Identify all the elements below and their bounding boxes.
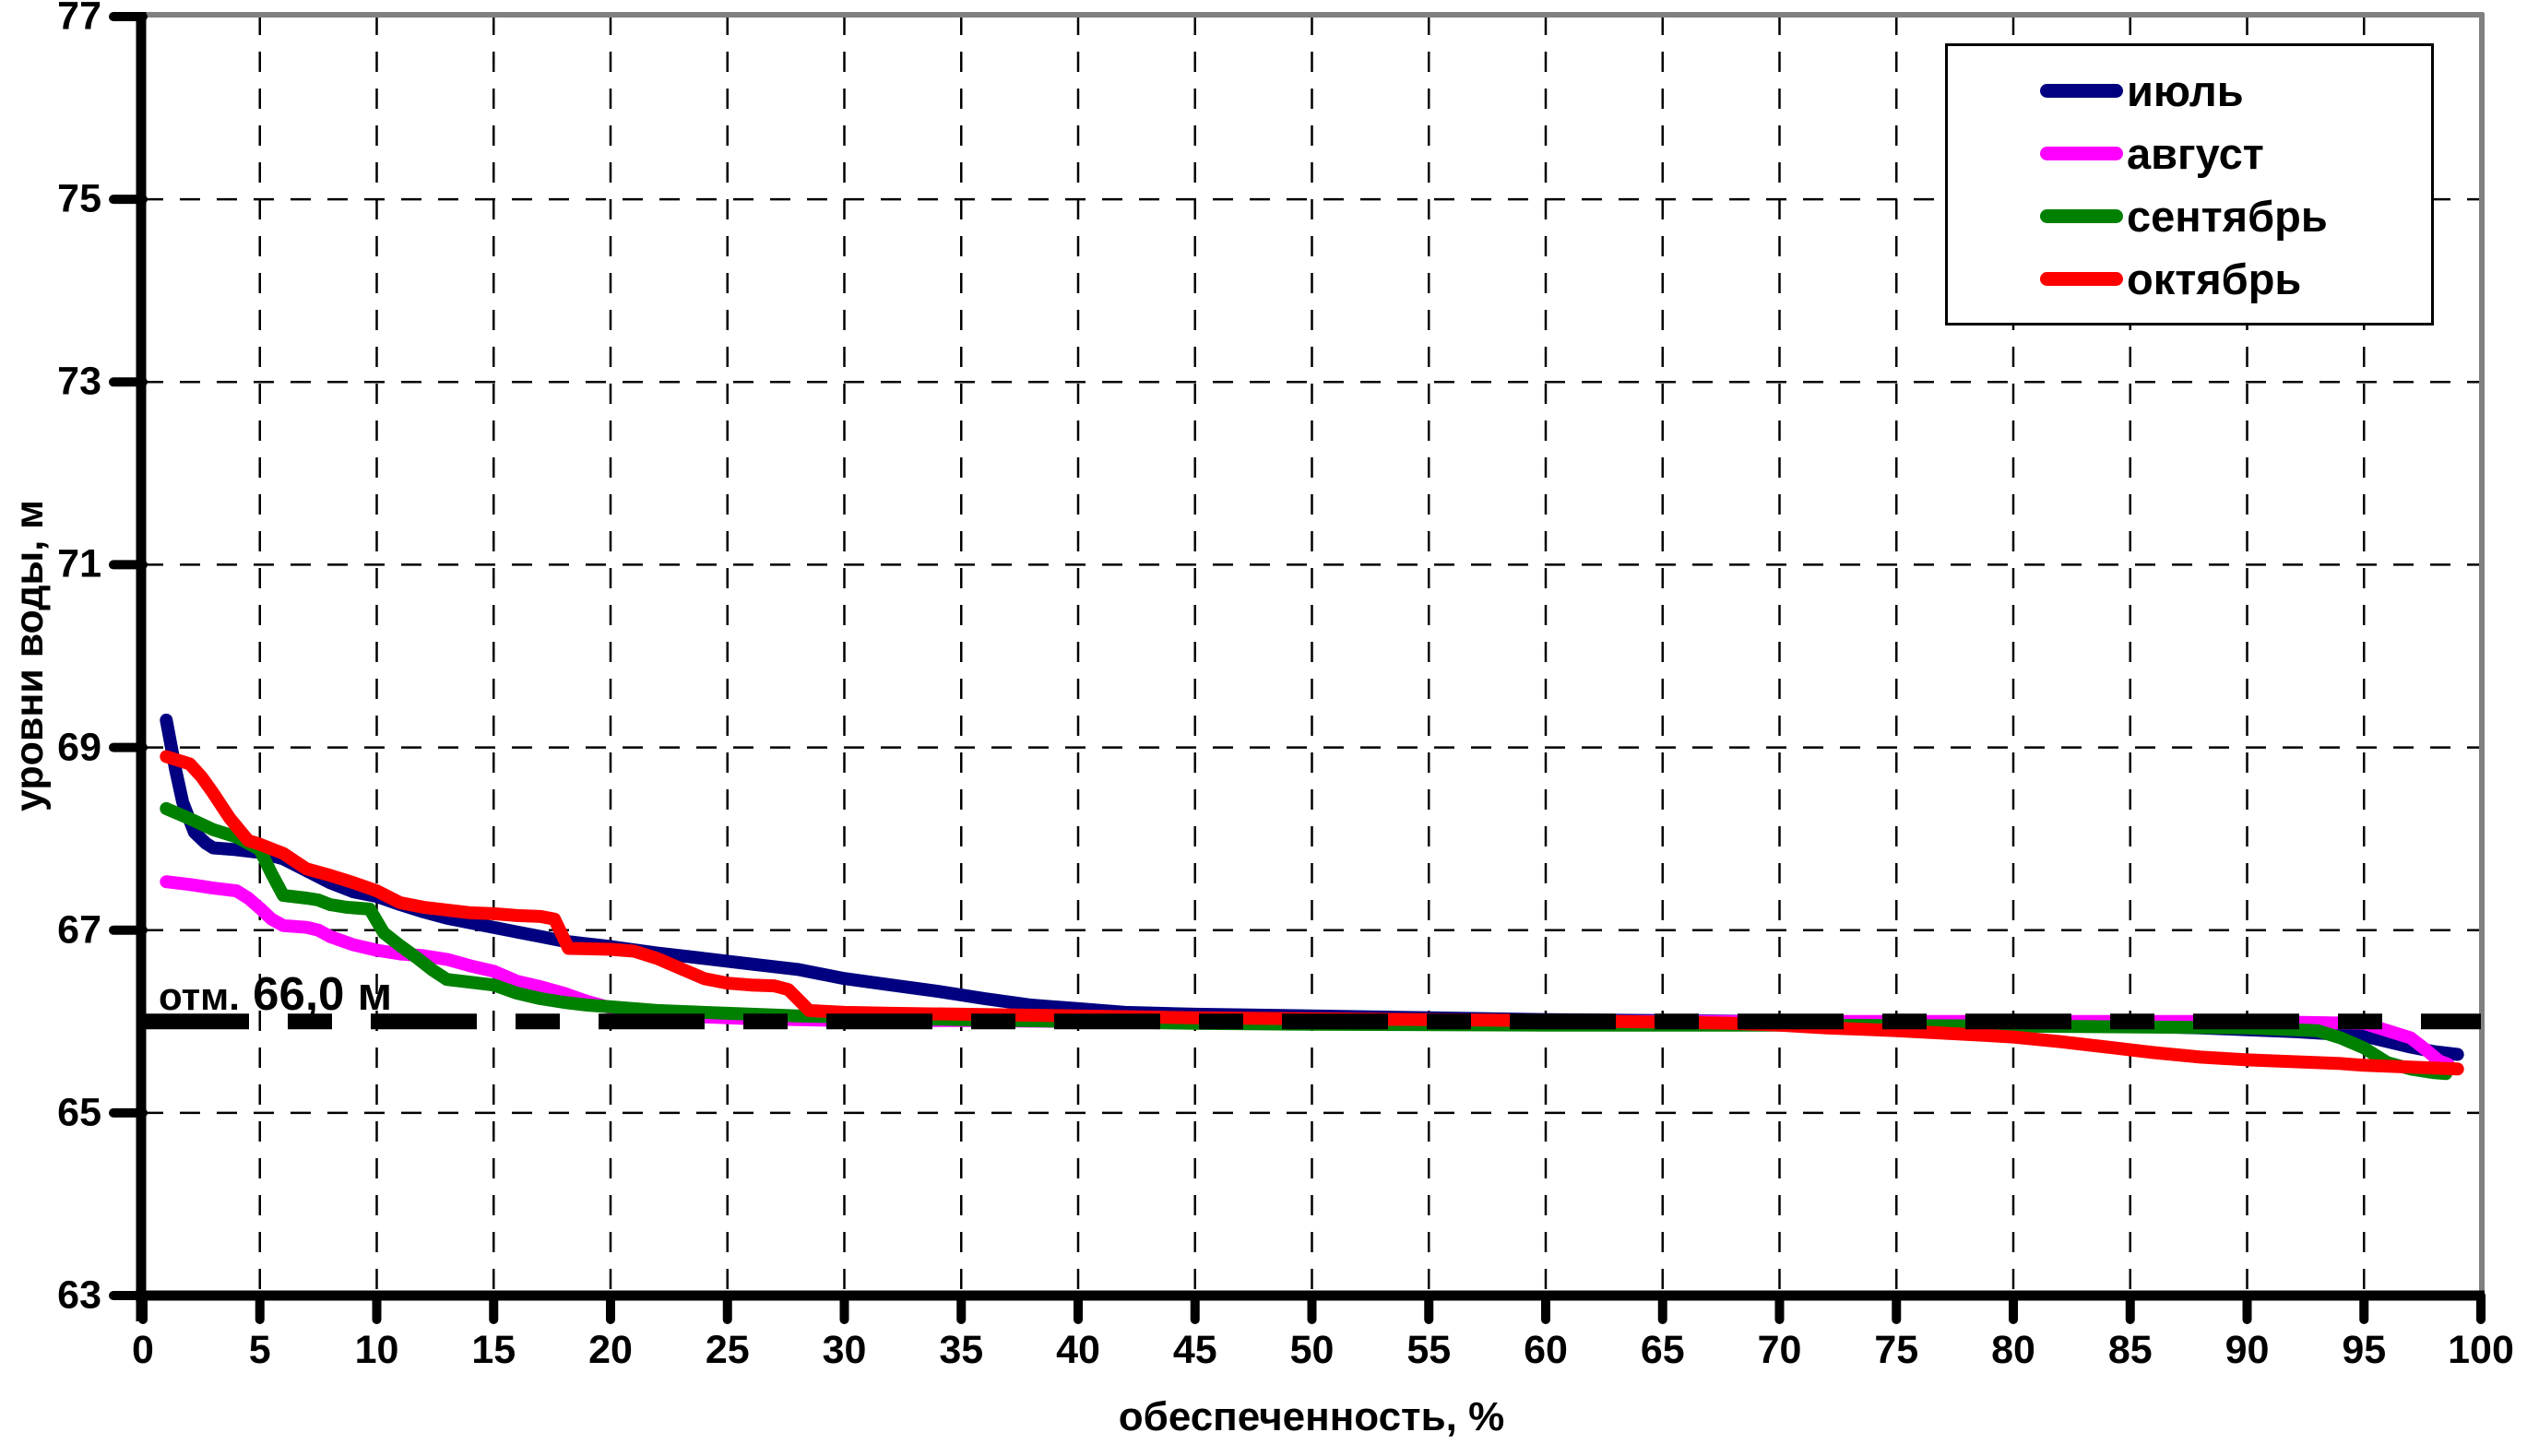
y-tick-label: 67 <box>57 907 101 953</box>
legend-item-август: август <box>1948 132 2431 175</box>
legend-swatch-октябрь <box>2040 271 2123 286</box>
series-line-октябрь <box>160 750 2464 1076</box>
legend-label: октябрь <box>2127 254 2302 303</box>
x-tick-label: 5 <box>248 1328 271 1372</box>
x-tick-label: 10 <box>354 1328 399 1372</box>
legend-swatch-сентябрь <box>2040 208 2123 223</box>
x-tick-label: 75 <box>1874 1328 1919 1372</box>
x-tick-label: 55 <box>1406 1328 1452 1372</box>
y-tick-label: 77 <box>57 0 101 39</box>
x-tick-label: 60 <box>1524 1328 1568 1372</box>
y-tick-label: 73 <box>57 359 101 404</box>
x-tick-label: 50 <box>1289 1328 1335 1372</box>
y-axis-title: уровни воды, м <box>7 500 52 811</box>
x-tick-label: 40 <box>1056 1328 1100 1372</box>
legend-label: сентябрь <box>2127 191 2328 241</box>
x-tick-label: 85 <box>2107 1328 2153 1372</box>
x-tick-label: 70 <box>1757 1328 1802 1372</box>
x-tick-label: 90 <box>2225 1328 2270 1372</box>
legend-label: август <box>2127 128 2264 178</box>
x-tick-label: 0 <box>132 1328 154 1372</box>
y-tick-label: 75 <box>57 176 101 221</box>
legend-swatch-август <box>2040 146 2123 160</box>
reference-label-prefix: отм. <box>159 975 240 1018</box>
reference-line-annotation: отм. 66,0 м <box>159 966 392 1021</box>
x-tick-label: 45 <box>1172 1328 1217 1372</box>
y-tick-label: 71 <box>57 541 101 586</box>
x-tick-label: 35 <box>939 1328 984 1372</box>
legend-label: июль <box>2127 65 2244 115</box>
y-tick-label: 63 <box>57 1273 101 1318</box>
x-tick-label: 30 <box>822 1328 867 1372</box>
x-tick-label: 25 <box>705 1328 750 1372</box>
legend-item-июль: июль <box>1948 69 2431 112</box>
series-line-сентябрь <box>160 801 2452 1081</box>
legend-item-октябрь: октябрь <box>1948 257 2431 301</box>
reference-label-value: 66,0 м <box>239 967 393 1020</box>
x-axis-title: обеспеченность, % <box>1118 1394 1505 1439</box>
x-tick-label: 65 <box>1640 1328 1685 1372</box>
legend-swatch-июль <box>2040 83 2123 98</box>
y-tick-label: 69 <box>57 725 101 770</box>
x-tick-label: 20 <box>588 1328 633 1372</box>
x-tick-label: 95 <box>2342 1328 2387 1372</box>
legend: июль август сентябрь октябрь <box>1945 43 2434 326</box>
legend-item-сентябрь: сентябрь <box>1948 195 2431 238</box>
y-tick-label: 65 <box>57 1090 101 1135</box>
x-tick-label: 80 <box>1991 1328 2035 1372</box>
x-tick-label: 15 <box>471 1328 516 1372</box>
x-tick-label: 100 <box>2448 1328 2514 1372</box>
